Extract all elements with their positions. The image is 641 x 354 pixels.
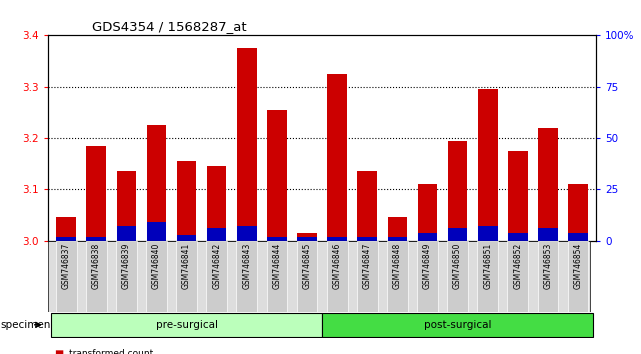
Text: transformed count: transformed count: [69, 349, 153, 354]
Bar: [146, 241, 167, 312]
Text: GSM746846: GSM746846: [333, 243, 342, 289]
Bar: [116, 241, 137, 312]
Bar: [478, 226, 497, 241]
Text: GSM746840: GSM746840: [152, 243, 161, 289]
Bar: [328, 74, 347, 241]
Bar: [56, 241, 76, 312]
Bar: [568, 241, 588, 312]
Text: GSM746852: GSM746852: [513, 243, 522, 289]
Text: ■: ■: [54, 349, 63, 354]
Text: GSM746849: GSM746849: [423, 243, 432, 289]
Text: GSM746841: GSM746841: [182, 243, 191, 289]
Text: GSM746854: GSM746854: [574, 243, 583, 289]
Bar: [569, 184, 588, 241]
Bar: [322, 313, 593, 337]
Bar: [297, 233, 317, 241]
Bar: [207, 228, 226, 241]
Bar: [508, 151, 528, 241]
Bar: [206, 241, 227, 312]
Bar: [176, 241, 197, 312]
Bar: [357, 241, 378, 312]
Bar: [267, 241, 287, 312]
Bar: [297, 241, 317, 312]
Text: post-surgical: post-surgical: [424, 320, 492, 330]
Bar: [508, 241, 528, 312]
Bar: [297, 236, 317, 241]
Bar: [56, 217, 76, 241]
Bar: [147, 125, 166, 241]
Bar: [388, 236, 407, 241]
Bar: [117, 171, 136, 241]
Bar: [56, 236, 76, 241]
Bar: [387, 241, 408, 312]
Text: GSM746842: GSM746842: [212, 243, 221, 289]
Bar: [538, 128, 558, 241]
Text: GSM746837: GSM746837: [62, 243, 71, 289]
Bar: [538, 228, 558, 241]
Bar: [328, 236, 347, 241]
Text: GSM746839: GSM746839: [122, 243, 131, 289]
Bar: [86, 241, 106, 312]
Text: GSM746843: GSM746843: [242, 243, 251, 289]
Bar: [87, 146, 106, 241]
Text: GSM746845: GSM746845: [303, 243, 312, 289]
Text: GSM746848: GSM746848: [393, 243, 402, 289]
Bar: [478, 241, 498, 312]
Text: specimen: specimen: [1, 320, 51, 330]
Text: GSM746851: GSM746851: [483, 243, 492, 289]
Bar: [508, 233, 528, 241]
Text: GSM746850: GSM746850: [453, 243, 462, 289]
Bar: [237, 226, 256, 241]
Bar: [478, 89, 497, 241]
Bar: [267, 110, 287, 241]
Text: GSM746838: GSM746838: [92, 243, 101, 289]
Bar: [447, 241, 468, 312]
Bar: [147, 222, 166, 241]
Bar: [388, 217, 407, 241]
Bar: [569, 233, 588, 241]
Text: GSM746853: GSM746853: [544, 243, 553, 289]
Bar: [418, 233, 437, 241]
Bar: [358, 236, 377, 241]
Bar: [448, 141, 467, 241]
Bar: [207, 166, 226, 241]
Bar: [51, 313, 322, 337]
Bar: [267, 236, 287, 241]
Bar: [448, 228, 467, 241]
Bar: [87, 236, 106, 241]
Bar: [237, 48, 256, 241]
Bar: [177, 161, 196, 241]
Bar: [418, 184, 437, 241]
Bar: [117, 226, 136, 241]
Bar: [417, 241, 438, 312]
Text: GDS4354 / 1568287_at: GDS4354 / 1568287_at: [92, 20, 247, 33]
Text: GSM746844: GSM746844: [272, 243, 281, 289]
Bar: [327, 241, 347, 312]
Bar: [237, 241, 257, 312]
Bar: [177, 235, 196, 241]
Text: pre-surgical: pre-surgical: [156, 320, 217, 330]
Text: GSM746847: GSM746847: [363, 243, 372, 289]
Bar: [358, 171, 377, 241]
Bar: [538, 241, 558, 312]
